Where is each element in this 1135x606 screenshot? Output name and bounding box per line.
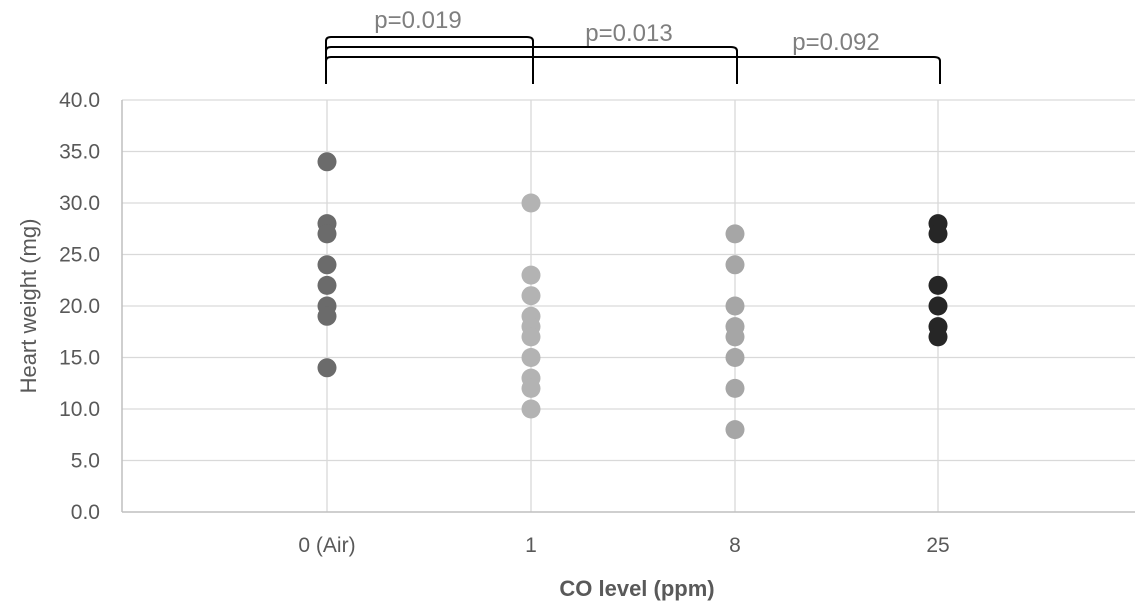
data-point (521, 265, 541, 285)
y-tick-label: 10.0 (59, 398, 100, 421)
y-axis-title: Heart weight (mg) (16, 219, 41, 394)
data-point (928, 327, 948, 347)
y-tick-label: 15.0 (59, 347, 100, 370)
data-point (521, 327, 541, 347)
data-point (725, 296, 745, 316)
data-point (521, 348, 541, 367)
data-point (317, 358, 337, 378)
y-tick-label: 40.0 (59, 89, 100, 112)
significance-bracket (325, 46, 738, 84)
x-axis-title: CO level (ppm) (559, 576, 714, 601)
significance-brackets: p=0.019 p=0.013 p=0.092 (325, 7, 941, 84)
x-tick-label: 25 (926, 534, 949, 557)
data-point (317, 255, 337, 275)
y-tick-label: 35.0 (59, 141, 100, 164)
y-tick-label: 25.0 (59, 244, 100, 267)
data-point (725, 255, 745, 275)
y-tick-label: 30.0 (59, 192, 100, 215)
y-tick-label: 0.0 (71, 501, 100, 524)
y-tick-label: 5.0 (71, 450, 100, 473)
data-point (725, 378, 745, 398)
x-tick-label: 8 (729, 534, 741, 557)
data-point (317, 306, 337, 326)
data-point (521, 399, 541, 419)
p-value-label: p=0.092 (792, 29, 879, 56)
x-tick-label: 0 (Air) (298, 534, 355, 557)
p-value-label: p=0.013 (585, 20, 672, 47)
data-point (317, 275, 337, 295)
significance-bracket (325, 36, 534, 84)
significance-bracket (325, 56, 941, 84)
data-point (725, 327, 745, 347)
data-point (521, 193, 541, 213)
data-point (725, 224, 745, 244)
data-point (521, 286, 541, 306)
data-point (317, 224, 337, 244)
data-point (725, 348, 745, 367)
data-points (317, 152, 948, 440)
data-point (928, 296, 948, 316)
data-point (317, 152, 337, 172)
data-point (521, 378, 541, 398)
p-value-label: p=0.019 (374, 7, 461, 34)
data-point (928, 224, 948, 244)
data-point (725, 420, 745, 440)
x-tick-label: 1 (525, 534, 537, 557)
y-tick-label: 20.0 (59, 295, 100, 318)
data-point (928, 275, 948, 295)
gridlines (122, 99, 1135, 512)
axes: 0.0 5.0 10.0 15.0 20.0 25.0 30.0 35.0 40.0 0 (Air… (59, 89, 1135, 557)
